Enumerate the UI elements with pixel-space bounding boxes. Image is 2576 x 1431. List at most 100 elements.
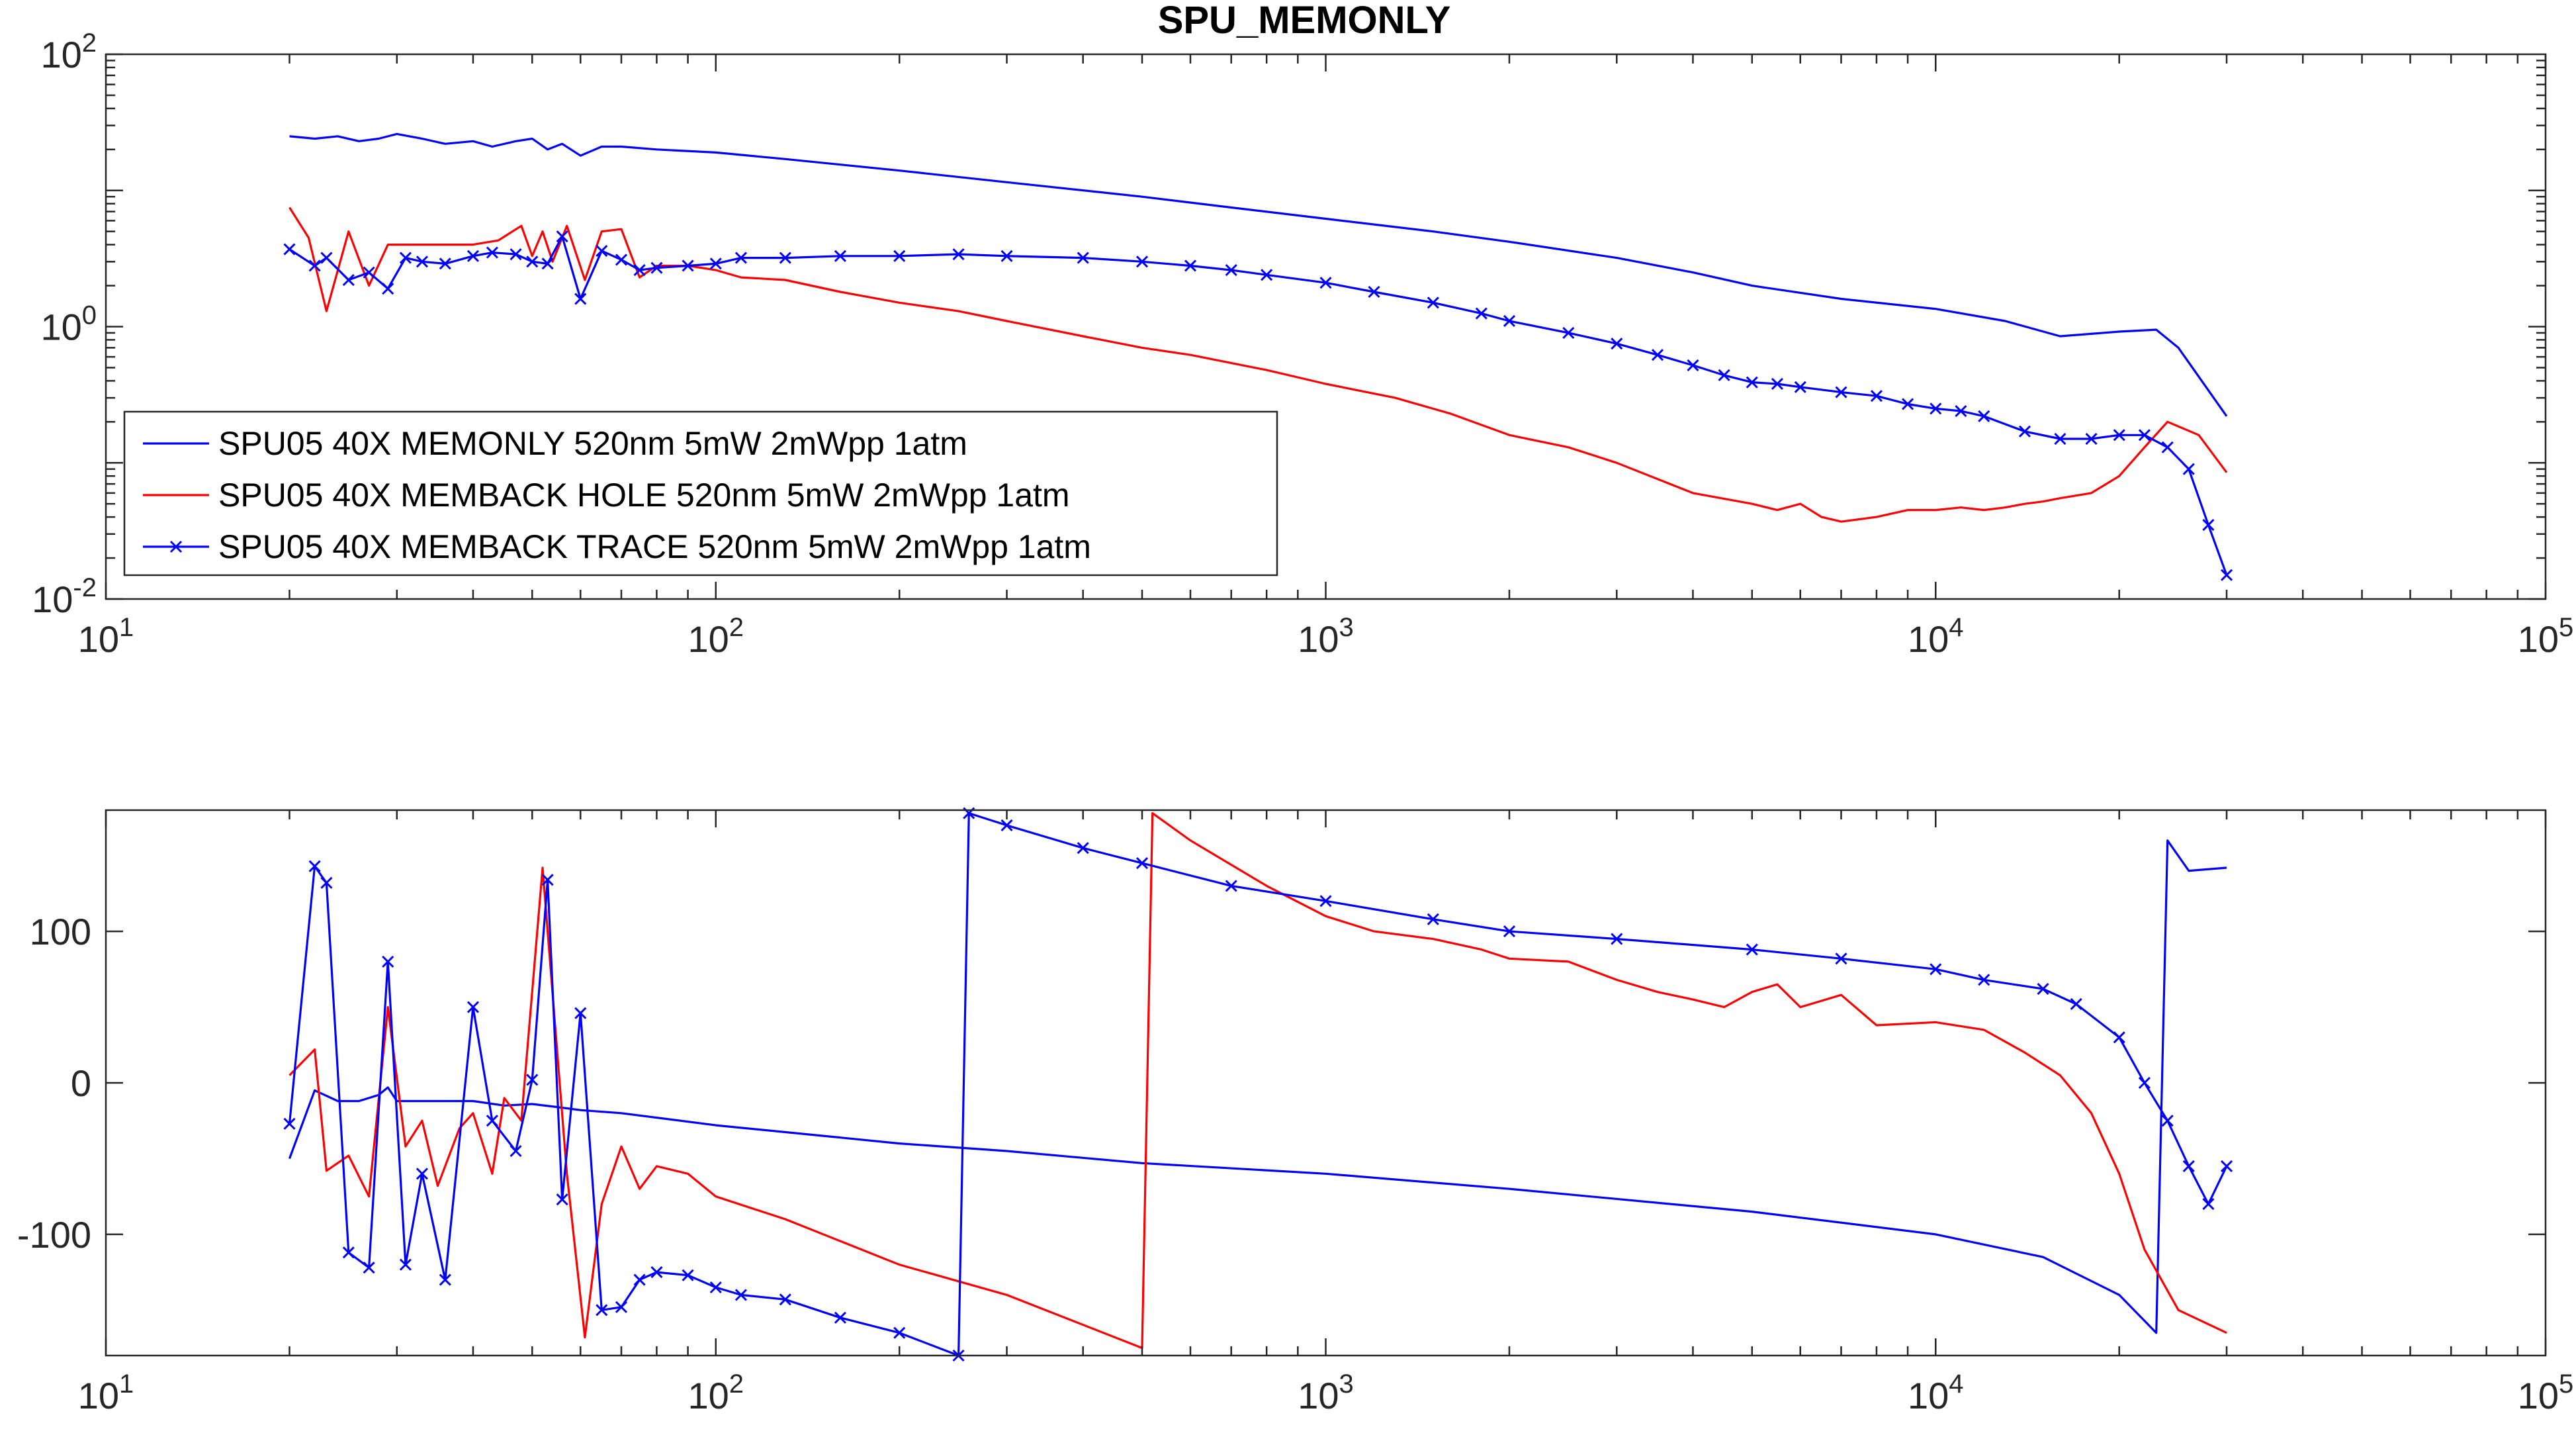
top-tick-labels: 101 102 103 104 105 10-2 100 102 [32, 28, 2573, 660]
series-line-1 [288, 839, 2227, 1334]
series-3-marker-28 [1000, 819, 1013, 831]
bottom-series-layer [283, 807, 2233, 1362]
series-3-marker-8 [439, 257, 451, 270]
series-3-marker-57 [2161, 441, 2174, 453]
series-3-marker-23 [779, 1293, 791, 1306]
series-3-marker-4 [363, 266, 375, 279]
x-tick-label-3: 104 [1908, 1369, 1964, 1416]
series-3-marker-20 [682, 1269, 694, 1281]
series-3-marker-39 [1978, 974, 1990, 986]
series-3-marker-16 [596, 1304, 608, 1316]
series-line-3 [288, 812, 2228, 1357]
series-3-marker-11 [510, 1144, 522, 1158]
series-3-marker-42 [2113, 1031, 2125, 1044]
series-3-marker-45 [2182, 1160, 2195, 1172]
series-3-marker-31 [1225, 880, 1237, 892]
bottom-axes: 101 102 103 104 105 -100 0 100 [17, 807, 2573, 1416]
chart-title: SPU_MEMONLY [1158, 0, 1451, 42]
series-3-marker-46 [1835, 386, 1847, 398]
series-3-marker-41 [2070, 997, 2082, 1011]
series-3-marker-53 [2054, 432, 2066, 445]
top-series-layer [283, 132, 2233, 581]
series-3-marker-52 [2018, 425, 2031, 438]
legend-label-2: SPU05 40X MEMBACK HOLE 520nm 5mW 2mWpp 1… [218, 477, 1070, 514]
series-3-marker-55 [2113, 429, 2125, 441]
x-tick-label-2: 103 [1298, 613, 1354, 660]
series-3-marker-32 [1261, 269, 1273, 281]
series-3-marker-34 [1503, 925, 1516, 938]
legend-marker-3 [169, 540, 183, 553]
series-3-marker-11 [510, 248, 522, 261]
series-3-marker-24 [834, 1311, 846, 1324]
series-3-marker-50 [1955, 404, 1967, 418]
series-3-marker-22 [734, 252, 747, 264]
series-3-marker-20 [682, 259, 694, 272]
series-3-marker-6 [399, 252, 412, 264]
y-tick-label-2: 102 [40, 28, 97, 75]
series-3-marker-7 [416, 255, 429, 268]
bottom-axes-frame [105, 809, 2547, 1357]
series-3-marker-46 [2202, 1198, 2215, 1211]
series-3-marker-33 [1427, 913, 1439, 925]
series-3-marker-43 [2138, 1076, 2151, 1089]
series-line-2 [289, 812, 2227, 1350]
series-3-marker-5 [382, 283, 394, 295]
series-3-marker-25 [893, 1326, 906, 1339]
series-3-marker-2 [320, 252, 333, 264]
series-3-marker-8 [439, 1273, 451, 1286]
series-3-marker-13 [541, 874, 554, 886]
x-tick-label-2: 103 [1298, 1369, 1354, 1416]
series-3-marker-38 [1562, 326, 1575, 339]
series-3-marker-10 [486, 246, 498, 259]
series-3-marker-7 [416, 1168, 429, 1180]
series-3-marker-21 [709, 257, 722, 270]
series-3-marker-18 [633, 264, 646, 277]
series-3-marker-14 [556, 1193, 568, 1206]
series-3-marker-12 [526, 1074, 539, 1086]
series-3-marker-25 [893, 250, 906, 262]
series-3-marker-47 [2220, 1160, 2233, 1172]
series-3-marker-1 [308, 259, 321, 272]
series-3-marker-43 [1746, 376, 1758, 389]
series-3-marker-24 [834, 250, 846, 262]
series-3-marker-5 [382, 955, 394, 968]
y-tick-label-1: 0 [71, 1062, 91, 1104]
series-3-marker-37 [1503, 314, 1516, 328]
bottom-tick-labels: 101 102 103 104 105 -100 0 100 [17, 911, 2573, 1416]
series-3-marker-39 [1611, 338, 1623, 350]
series-3-marker-49 [1930, 402, 1942, 415]
series-3-marker-31 [1225, 264, 1237, 277]
series-3-marker-40 [1651, 349, 1664, 361]
series-3-marker-4 [363, 1262, 375, 1274]
series-3-marker-29 [1135, 255, 1149, 268]
series-3-marker-19 [650, 261, 663, 274]
series-3-marker-10 [486, 1115, 498, 1127]
series-3-marker-36 [1475, 307, 1488, 320]
x-tick-label-4: 105 [2518, 1369, 2574, 1416]
x-tick-label-1: 102 [688, 613, 744, 660]
series-line-1 [289, 132, 2228, 417]
x-tick-label-0: 101 [78, 1369, 134, 1416]
series-3-marker-44 [1771, 377, 1783, 391]
series-3-marker-19 [650, 1266, 663, 1279]
top-axes-frame [105, 53, 2547, 600]
series-3-marker-21 [709, 1281, 722, 1294]
series-3-marker-36 [1746, 943, 1758, 956]
top-axes: 101 102 103 104 105 10-2 100 102 SPU05 40X MEMO… [32, 28, 2573, 660]
series-3-marker-17 [615, 254, 628, 266]
series-3-marker-12 [526, 255, 539, 268]
legend-box [123, 410, 1278, 577]
series-3-marker-14 [556, 230, 568, 243]
series-3-marker-28 [1077, 252, 1089, 264]
series-3-marker-30 [1184, 259, 1197, 272]
series-3-marker-1 [308, 860, 321, 872]
series-3-marker-32 [1319, 895, 1332, 907]
series-3-marker-16 [596, 244, 608, 257]
series-3-marker-17 [615, 1301, 628, 1313]
y-tick-label-0: 10-2 [32, 573, 97, 620]
legend-label-1: SPU05 40X MEMONLY 520nm 5mW 2mWpp 1atm [218, 425, 967, 462]
series-3-marker-0 [283, 243, 296, 255]
series-3-marker-38 [1930, 963, 1942, 976]
series-3-marker-60 [2220, 569, 2233, 581]
